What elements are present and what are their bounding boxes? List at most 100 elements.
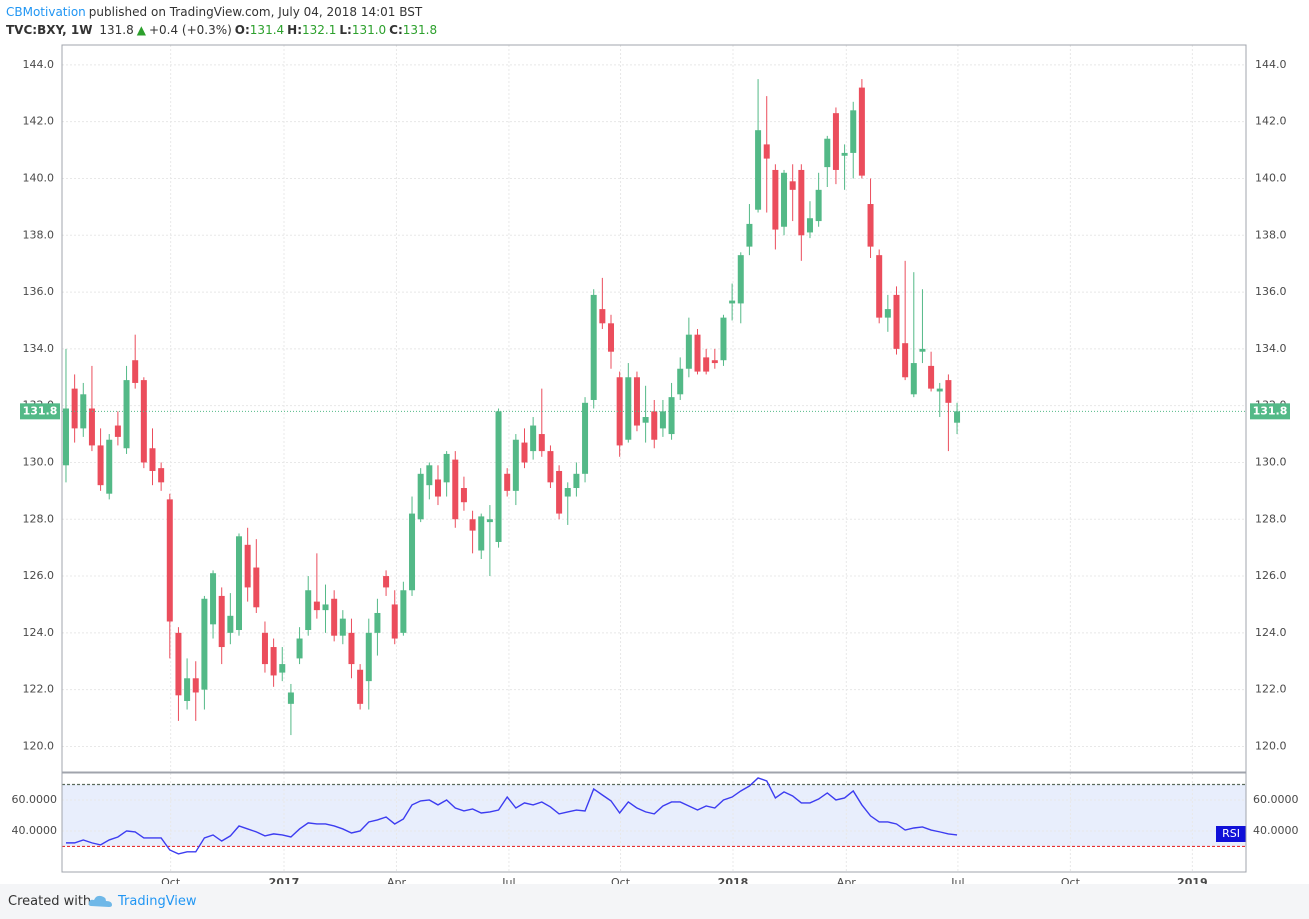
candle-body [772, 169, 779, 230]
candle-body [616, 377, 623, 446]
y-tick-label: 142.0 [1255, 115, 1287, 128]
candle-body [478, 516, 485, 551]
logo [88, 895, 112, 907]
ohlc-value: 132.1 [302, 23, 337, 37]
ohlc-label: H: [287, 23, 302, 37]
candle-body [668, 397, 675, 435]
ohlc-label: O: [234, 23, 250, 37]
candle-body [711, 360, 718, 364]
candle-body [71, 388, 78, 429]
candle-body [331, 598, 338, 636]
y-tick-label: 134.0 [1255, 342, 1287, 355]
candle-body [642, 417, 649, 423]
candle-body [261, 632, 268, 665]
rsi-tick-label: 40.0000 [12, 824, 58, 837]
created-with: Created with [8, 894, 92, 909]
last: 131.8 [99, 23, 134, 37]
candle-body [296, 638, 303, 659]
plot-background [62, 45, 1246, 872]
candle-body [625, 377, 632, 440]
ohlc-label: C: [389, 23, 403, 37]
candle-body [434, 479, 441, 497]
rsi-tick-label: 60.0000 [1253, 793, 1299, 806]
rsi-border [61, 772, 1247, 873]
candle-body [452, 459, 459, 520]
quote-line: TVC:BXY, 1W 131.8 ▲ +0.4 (+0.3%) O:131.4 H:1… [6, 21, 443, 39]
candle-body [374, 612, 381, 633]
candle-body [313, 601, 320, 611]
arrow: ▲ [136, 23, 146, 37]
candle-body [902, 343, 909, 378]
candle-body [893, 294, 900, 349]
candle-body [884, 309, 891, 318]
candle-body [564, 488, 571, 497]
ohlc-value: 131.8 [402, 23, 438, 37]
candle-body [512, 439, 519, 491]
ohlc: O:131.4 H:132.1 L:131.0 C:131.8 [235, 23, 440, 37]
y-tick-label: 142.0 [23, 115, 55, 128]
chart: Oct 2017 Apr Jul Oct 2018 Apr Jul Oct 2019 120.0 12… [12, 44, 1299, 884]
candle-body [201, 598, 208, 690]
candle-body [876, 255, 883, 318]
legend-badge [1216, 826, 1246, 842]
candle-body [789, 181, 796, 190]
author[interactable]: CBMotivation [6, 5, 86, 19]
candle-body [755, 130, 762, 210]
x-tick-label: Oct [1061, 876, 1081, 884]
candle-body [659, 411, 666, 429]
candle-body [599, 309, 606, 324]
x-tick-label: 2018 [718, 876, 749, 884]
candle-body [590, 294, 597, 400]
y-tick-label: 140.0 [1255, 171, 1287, 184]
candle-body [677, 368, 684, 395]
candle-body [400, 590, 407, 633]
x-tick-label: Apr [387, 876, 407, 884]
y-tick-label: 140.0 [23, 171, 55, 184]
rsi-tick-label: 60.0000 [12, 793, 58, 806]
candle-body [391, 604, 398, 639]
publish-line: CBMotivation published on TradingView.com… [6, 3, 443, 21]
candle-body [409, 513, 416, 591]
candle-body [270, 647, 277, 676]
candle-body [651, 411, 658, 440]
x-tick-label: 2017 [269, 876, 300, 884]
x-tick-label: 2019 [1177, 876, 1208, 884]
candle-body [166, 499, 173, 622]
candle-body [720, 317, 727, 361]
y-tick-label: 138.0 [23, 228, 55, 241]
y-tick-label: 138.0 [1255, 228, 1287, 241]
candle-body [287, 692, 294, 704]
candle-body [936, 388, 943, 392]
candle-body [62, 408, 69, 466]
candle-body [486, 519, 493, 523]
candle-body [244, 544, 251, 588]
candle-body [236, 536, 243, 631]
symbol: TVC:BXY, 1W [6, 23, 93, 37]
last-price-label: 131.8 [1253, 404, 1288, 417]
candle-body [210, 573, 217, 625]
candle-body [383, 576, 390, 588]
candle-body [919, 348, 926, 352]
published: published on TradingView.com, July 04, 2… [88, 5, 423, 19]
candle-body [132, 360, 139, 383]
candle-body [824, 138, 831, 168]
candle-body [123, 380, 130, 449]
candle-body [729, 300, 736, 304]
candle-body [521, 442, 528, 463]
candle-body [954, 411, 961, 423]
candle-body [339, 618, 346, 636]
candle-body [88, 408, 95, 446]
candle-body [798, 169, 805, 236]
y-tick-label: 128.0 [23, 512, 55, 525]
y-tick-label: 120.0 [23, 739, 55, 752]
y-tick-label: 124.0 [23, 626, 55, 639]
candle-body [850, 110, 857, 153]
y-tick-label: 126.0 [1255, 569, 1287, 582]
brand[interactable]: TradingView [118, 894, 197, 909]
y-tick-label: 128.0 [1255, 512, 1287, 525]
candle-body [495, 411, 502, 542]
candle-body [114, 425, 121, 437]
candle-body [763, 144, 770, 159]
candle-body [547, 451, 554, 483]
